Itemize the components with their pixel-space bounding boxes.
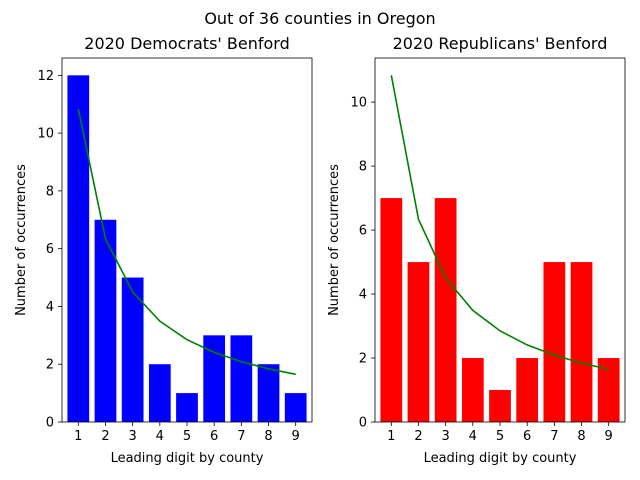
- republicans-bar-9: [597, 358, 620, 422]
- democrats-x-axis-label: Leading digit by county: [111, 451, 264, 466]
- democrats-y-tick-6: 6: [46, 242, 54, 257]
- democrats-bar-6: [203, 335, 226, 422]
- democrats-y-axis-label: Number of occurrences: [14, 164, 29, 316]
- democrats-bar-8: [257, 364, 280, 422]
- republicans-bar-5: [489, 390, 511, 422]
- republicans-x-tick-2: 2: [414, 429, 422, 444]
- republicans-y-axis-label: Number of occurrences: [327, 164, 342, 316]
- republicans-chart-title: 2020 Republicans' Benford: [393, 34, 608, 53]
- democrats-x-tick-3: 3: [129, 429, 137, 444]
- democrats-chart: 2020 Democrats' Benford Leading digit by…: [14, 34, 313, 466]
- democrats-bar-9: [284, 393, 307, 422]
- republicans-bar-2: [407, 262, 430, 422]
- republicans-x-axis-label: Leading digit by county: [424, 451, 577, 466]
- democrats-y-tick-0: 0: [46, 416, 54, 431]
- republicans-y-tick-0: 0: [359, 416, 367, 431]
- republicans-x-tick-7: 7: [550, 429, 558, 444]
- republicans-x-tick-9: 9: [605, 429, 613, 444]
- democrats-y-tick-10: 10: [37, 127, 54, 142]
- democrats-x-tick-7: 7: [237, 429, 245, 444]
- republicans-x-tick-6: 6: [523, 429, 531, 444]
- democrats-bar-3: [121, 277, 144, 422]
- republicans-expected-line: [390, 75, 609, 371]
- republicans-x-tick-1: 1: [387, 429, 395, 444]
- republicans-y-tick-6: 6: [359, 224, 367, 239]
- republicans-x-tick-5: 5: [496, 429, 504, 444]
- democrats-y-tick-4: 4: [46, 300, 54, 315]
- democrats-bar-1: [67, 75, 90, 422]
- democrats-x-tick-4: 4: [156, 429, 164, 444]
- democrats-x-tick-1: 1: [74, 429, 82, 444]
- democrats-x-tick-9: 9: [292, 429, 300, 444]
- republicans-bar-3: [434, 198, 457, 422]
- republicans-y-tick-8: 8: [359, 160, 367, 175]
- republicans-bar-7: [543, 262, 566, 422]
- republicans-y-tick-2: 2: [359, 352, 367, 367]
- democrats-expected-line: [77, 108, 296, 376]
- figure-suptitle: Out of 36 counties in Oregon: [204, 9, 435, 28]
- republicans-bar-4: [461, 358, 484, 422]
- republicans-bar-1: [380, 198, 403, 422]
- republicans-x-tick-8: 8: [577, 429, 585, 444]
- democrats-y-tick-12: 12: [37, 69, 54, 84]
- republicans-bar-8: [570, 262, 593, 422]
- democrats-x-tick-8: 8: [264, 429, 272, 444]
- democrats-x-tick-2: 2: [101, 429, 109, 444]
- democrats-y-tick-8: 8: [46, 184, 54, 199]
- democrats-bar-7: [230, 335, 253, 422]
- democrats-x-tick-5: 5: [183, 429, 191, 444]
- democrats-bar-5: [176, 393, 198, 422]
- democrats-y-tick-2: 2: [46, 358, 54, 373]
- republicans-chart: 2020 Republicans' Benford Leading digit …: [327, 34, 626, 466]
- republicans-bar-6: [516, 358, 539, 422]
- democrats-bar-4: [148, 364, 171, 422]
- republicans-y-tick-10: 10: [350, 96, 367, 111]
- democrats-x-tick-6: 6: [210, 429, 218, 444]
- democrats-bar-2: [94, 219, 117, 422]
- republicans-x-tick-4: 4: [469, 429, 477, 444]
- republicans-x-tick-3: 3: [442, 429, 450, 444]
- democrats-chart-title: 2020 Democrats' Benford: [84, 34, 289, 53]
- republicans-y-tick-4: 4: [359, 288, 367, 303]
